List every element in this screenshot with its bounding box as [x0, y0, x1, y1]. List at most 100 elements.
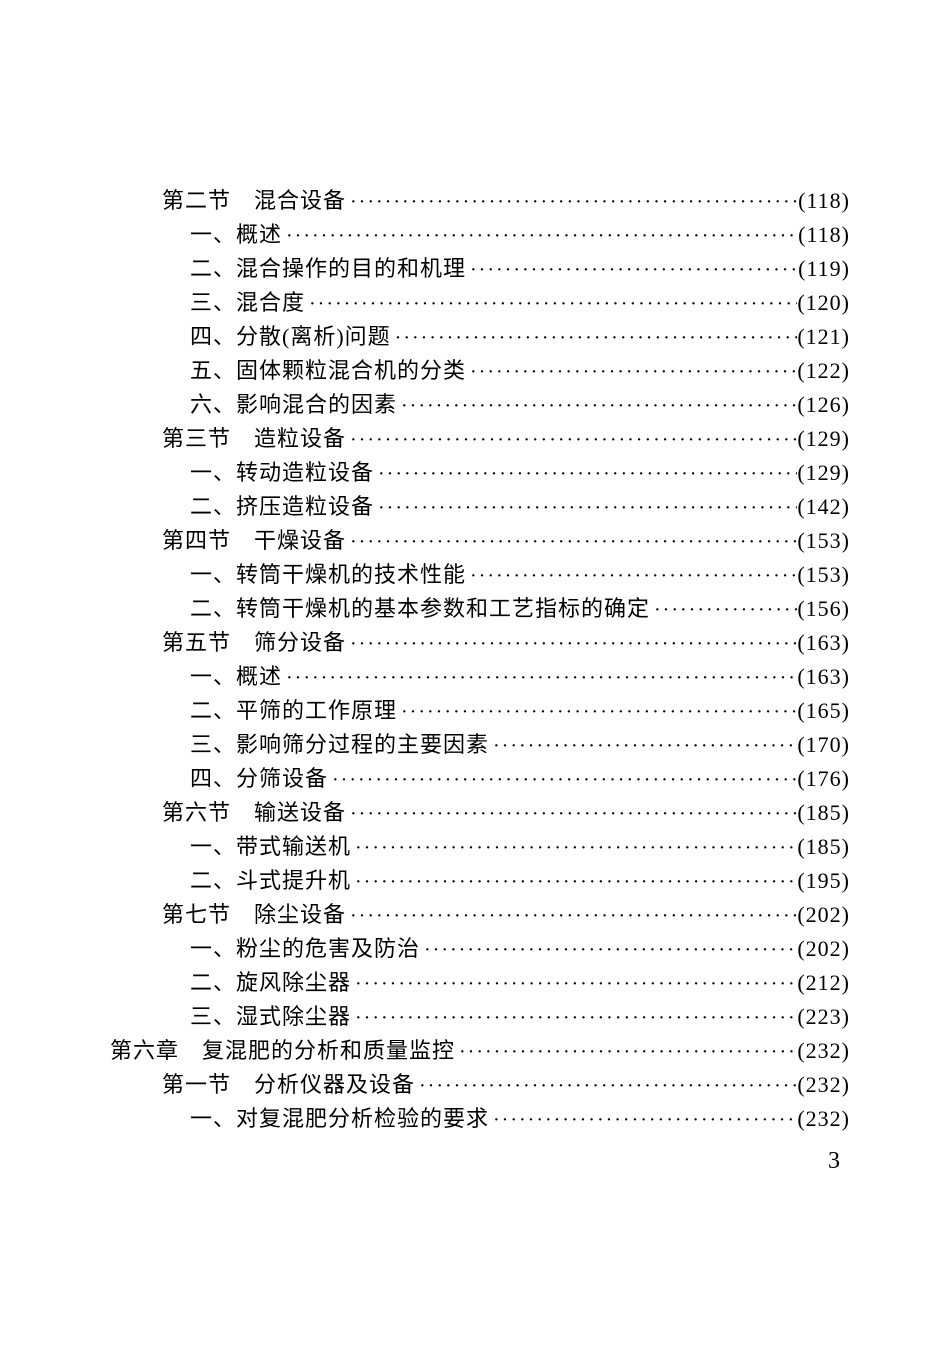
toc-entry: 二、旋风除尘器·································… — [110, 972, 850, 994]
toc-entry: 一、转动造粒设备································… — [110, 462, 850, 484]
toc-entry-page: (118) — [798, 224, 850, 246]
toc-entry: 四、分筛设备··································… — [110, 768, 850, 790]
toc-dot-leader: ········································… — [391, 328, 798, 348]
table-of-contents: 第二节 混合设备································… — [110, 190, 850, 1130]
toc-entry-page: (118) — [798, 190, 850, 212]
toc-dot-leader: ········································… — [346, 634, 797, 654]
toc-dot-leader: ········································… — [650, 600, 797, 620]
toc-entry-page: (232) — [797, 1108, 850, 1130]
toc-dot-leader: ········································… — [346, 804, 797, 824]
toc-dot-leader: ········································… — [346, 532, 797, 552]
toc-entry-label: 二、旋风除尘器 — [190, 972, 351, 994]
page-number: 3 — [828, 1148, 840, 1175]
toc-entry-page: (126) — [797, 394, 850, 416]
toc-dot-leader: ········································… — [351, 872, 797, 892]
toc-entry: 一、对复混肥分析检验的要求···························… — [110, 1108, 850, 1130]
toc-dot-leader: ········································… — [305, 294, 797, 314]
toc-entry: 五、固体颗粒混合机的分类····························… — [110, 360, 850, 382]
toc-dot-leader: ········································… — [466, 566, 797, 586]
toc-entry-label: 第一节 分析仪器及设备 — [162, 1074, 415, 1096]
toc-entry-label: 二、挤压造粒设备 — [190, 496, 374, 518]
toc-entry-label: 第七节 除尘设备 — [162, 904, 346, 926]
toc-entry-page: (153) — [797, 530, 850, 552]
toc-entry-page: (176) — [797, 768, 850, 790]
toc-entry: 六、影响混合的因素·······························… — [110, 394, 850, 416]
toc-dot-leader: ········································… — [346, 192, 798, 212]
toc-dot-leader: ········································… — [420, 940, 797, 960]
toc-entry-page: (163) — [797, 632, 850, 654]
toc-entry-page: (129) — [797, 462, 850, 484]
toc-entry-label: 一、转动造粒设备 — [190, 462, 374, 484]
toc-entry-page: (163) — [797, 666, 850, 688]
toc-entry-label: 四、分散(离析)问题 — [190, 326, 391, 348]
toc-entry: 三、湿式除尘器·································… — [110, 1006, 850, 1028]
toc-entry-page: (223) — [797, 1006, 850, 1028]
toc-dot-leader: ········································… — [489, 1110, 797, 1130]
toc-dot-leader: ········································… — [374, 464, 797, 484]
toc-entry-label: 二、混合操作的目的和机理 — [190, 258, 466, 280]
toc-dot-leader: ········································… — [328, 770, 797, 790]
page: 第二节 混合设备································… — [0, 0, 950, 1345]
toc-entry: 第二节 混合设备································… — [110, 190, 850, 212]
toc-entry: 一、转筒干燥机的技术性能····························… — [110, 564, 850, 586]
toc-entry: 一、概述····································… — [110, 666, 850, 688]
toc-dot-leader: ········································… — [346, 430, 797, 450]
toc-entry-page: (232) — [797, 1074, 850, 1096]
toc-entry-page: (120) — [797, 292, 850, 314]
toc-entry: 一、带式输送机·································… — [110, 836, 850, 858]
toc-entry-page: (212) — [797, 972, 850, 994]
toc-entry-page: (232) — [797, 1040, 850, 1062]
toc-entry-label: 第五节 筛分设备 — [162, 632, 346, 654]
toc-dot-leader: ········································… — [415, 1076, 797, 1096]
toc-entry-page: (142) — [797, 496, 850, 518]
toc-entry-page: (202) — [797, 938, 850, 960]
toc-dot-leader: ········································… — [455, 1042, 797, 1062]
toc-entry-label: 一、概述 — [190, 224, 282, 246]
toc-entry-label: 三、影响筛分过程的主要因素 — [190, 734, 489, 756]
toc-entry: 第七节 除尘设备································… — [110, 904, 850, 926]
toc-entry-label: 第四节 干燥设备 — [162, 530, 346, 552]
toc-entry-label: 一、概述 — [190, 666, 282, 688]
toc-entry-page: (195) — [797, 870, 850, 892]
toc-entry-page: (185) — [797, 836, 850, 858]
toc-entry-page: (185) — [797, 802, 850, 824]
toc-entry: 第六节 输送设备································… — [110, 802, 850, 824]
toc-entry-page: (119) — [798, 258, 850, 280]
toc-entry-page: (170) — [797, 734, 850, 756]
toc-entry: 第一节 分析仪器及设备·····························… — [110, 1074, 850, 1096]
toc-entry-label: 三、湿式除尘器 — [190, 1006, 351, 1028]
toc-entry-label: 一、转筒干燥机的技术性能 — [190, 564, 466, 586]
toc-dot-leader: ········································… — [282, 668, 797, 688]
toc-entry-page: (121) — [797, 326, 850, 348]
toc-entry: 第五节 筛分设备································… — [110, 632, 850, 654]
toc-entry-label: 一、粉尘的危害及防治 — [190, 938, 420, 960]
toc-entry-label: 五、固体颗粒混合机的分类 — [190, 360, 466, 382]
toc-dot-leader: ········································… — [466, 362, 797, 382]
toc-dot-leader: ········································… — [346, 906, 797, 926]
toc-entry-label: 二、转筒干燥机的基本参数和工艺指标的确定 — [190, 598, 650, 620]
toc-entry-label: 三、混合度 — [190, 292, 305, 314]
toc-entry-page: (202) — [797, 904, 850, 926]
toc-entry: 三、影响筛分过程的主要因素···························… — [110, 734, 850, 756]
toc-dot-leader: ········································… — [374, 498, 797, 518]
toc-entry-label: 二、斗式提升机 — [190, 870, 351, 892]
toc-entry-label: 第三节 造粒设备 — [162, 428, 346, 450]
toc-entry: 二、混合操作的目的和机理····························… — [110, 258, 850, 280]
toc-entry: 二、平筛的工作原理·······························… — [110, 700, 850, 722]
toc-entry-label: 第六章 复混肥的分析和质量监控 — [110, 1040, 455, 1062]
toc-entry: 第六章 复混肥的分析和质量监控·························… — [110, 1040, 850, 1062]
toc-dot-leader: ········································… — [397, 702, 797, 722]
toc-entry-label: 第二节 混合设备 — [162, 190, 346, 212]
toc-entry-label: 一、带式输送机 — [190, 836, 351, 858]
toc-entry-label: 四、分筛设备 — [190, 768, 328, 790]
toc-entry: 二、挤压造粒设备································… — [110, 496, 850, 518]
toc-entry-label: 六、影响混合的因素 — [190, 394, 397, 416]
toc-entry: 三、混合度···································… — [110, 292, 850, 314]
toc-entry-label: 第六节 输送设备 — [162, 802, 346, 824]
toc-dot-leader: ········································… — [489, 736, 797, 756]
toc-entry-label: 一、对复混肥分析检验的要求 — [190, 1108, 489, 1130]
toc-dot-leader: ········································… — [351, 974, 797, 994]
toc-dot-leader: ········································… — [351, 838, 797, 858]
toc-entry: 二、斗式提升机·································… — [110, 870, 850, 892]
toc-entry-page: (129) — [797, 428, 850, 450]
